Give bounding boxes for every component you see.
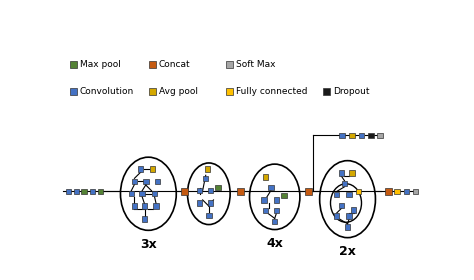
FancyBboxPatch shape <box>359 132 364 138</box>
FancyBboxPatch shape <box>273 208 279 213</box>
FancyBboxPatch shape <box>98 189 103 194</box>
FancyBboxPatch shape <box>268 185 273 190</box>
FancyBboxPatch shape <box>143 179 149 184</box>
Text: 4x: 4x <box>266 237 283 250</box>
Text: Convolution: Convolution <box>80 87 134 96</box>
FancyBboxPatch shape <box>385 188 392 195</box>
FancyBboxPatch shape <box>128 191 134 197</box>
FancyBboxPatch shape <box>82 189 87 194</box>
FancyBboxPatch shape <box>66 189 71 194</box>
FancyBboxPatch shape <box>394 189 400 194</box>
FancyBboxPatch shape <box>334 213 339 219</box>
FancyBboxPatch shape <box>334 192 339 197</box>
FancyBboxPatch shape <box>237 188 244 195</box>
FancyBboxPatch shape <box>323 88 330 95</box>
FancyBboxPatch shape <box>203 176 209 181</box>
FancyBboxPatch shape <box>281 193 287 198</box>
FancyBboxPatch shape <box>205 166 210 172</box>
Text: 2x: 2x <box>339 245 356 258</box>
FancyBboxPatch shape <box>226 88 233 95</box>
FancyBboxPatch shape <box>273 197 279 203</box>
FancyBboxPatch shape <box>149 166 155 172</box>
FancyBboxPatch shape <box>346 192 352 197</box>
FancyBboxPatch shape <box>263 174 268 179</box>
FancyBboxPatch shape <box>142 203 147 209</box>
FancyBboxPatch shape <box>226 61 233 68</box>
FancyBboxPatch shape <box>90 189 95 194</box>
FancyBboxPatch shape <box>142 216 147 222</box>
FancyBboxPatch shape <box>338 170 344 176</box>
FancyBboxPatch shape <box>132 203 137 209</box>
FancyBboxPatch shape <box>70 88 77 95</box>
Text: Concat: Concat <box>159 60 191 69</box>
FancyBboxPatch shape <box>197 200 202 206</box>
FancyBboxPatch shape <box>155 179 160 184</box>
FancyBboxPatch shape <box>132 179 137 184</box>
FancyBboxPatch shape <box>377 132 383 138</box>
FancyBboxPatch shape <box>70 61 77 68</box>
FancyBboxPatch shape <box>339 132 345 138</box>
FancyBboxPatch shape <box>413 189 419 194</box>
FancyBboxPatch shape <box>342 181 347 186</box>
FancyBboxPatch shape <box>345 224 350 230</box>
FancyBboxPatch shape <box>208 200 213 206</box>
FancyBboxPatch shape <box>197 188 202 193</box>
Text: 3x: 3x <box>140 238 157 251</box>
Text: Dropout: Dropout <box>333 87 370 96</box>
FancyBboxPatch shape <box>138 166 143 172</box>
FancyBboxPatch shape <box>338 203 344 208</box>
FancyBboxPatch shape <box>139 191 145 197</box>
FancyBboxPatch shape <box>272 219 277 224</box>
Text: Avg pool: Avg pool <box>159 87 198 96</box>
FancyBboxPatch shape <box>73 189 79 194</box>
FancyBboxPatch shape <box>149 61 156 68</box>
Text: Soft Max: Soft Max <box>237 60 276 69</box>
Text: Max pool: Max pool <box>80 60 121 69</box>
FancyBboxPatch shape <box>356 189 361 194</box>
Text: Fully connected: Fully connected <box>237 87 308 96</box>
FancyBboxPatch shape <box>208 188 213 193</box>
FancyBboxPatch shape <box>349 170 355 176</box>
FancyBboxPatch shape <box>149 88 156 95</box>
FancyBboxPatch shape <box>368 132 374 138</box>
FancyBboxPatch shape <box>404 189 409 194</box>
FancyBboxPatch shape <box>351 207 356 213</box>
FancyBboxPatch shape <box>152 191 157 197</box>
FancyBboxPatch shape <box>263 208 268 213</box>
FancyBboxPatch shape <box>261 197 266 203</box>
FancyBboxPatch shape <box>182 188 188 195</box>
FancyBboxPatch shape <box>154 203 159 209</box>
FancyBboxPatch shape <box>305 188 312 195</box>
FancyBboxPatch shape <box>206 213 211 218</box>
FancyBboxPatch shape <box>215 185 221 190</box>
FancyBboxPatch shape <box>349 132 355 138</box>
FancyBboxPatch shape <box>346 213 352 219</box>
